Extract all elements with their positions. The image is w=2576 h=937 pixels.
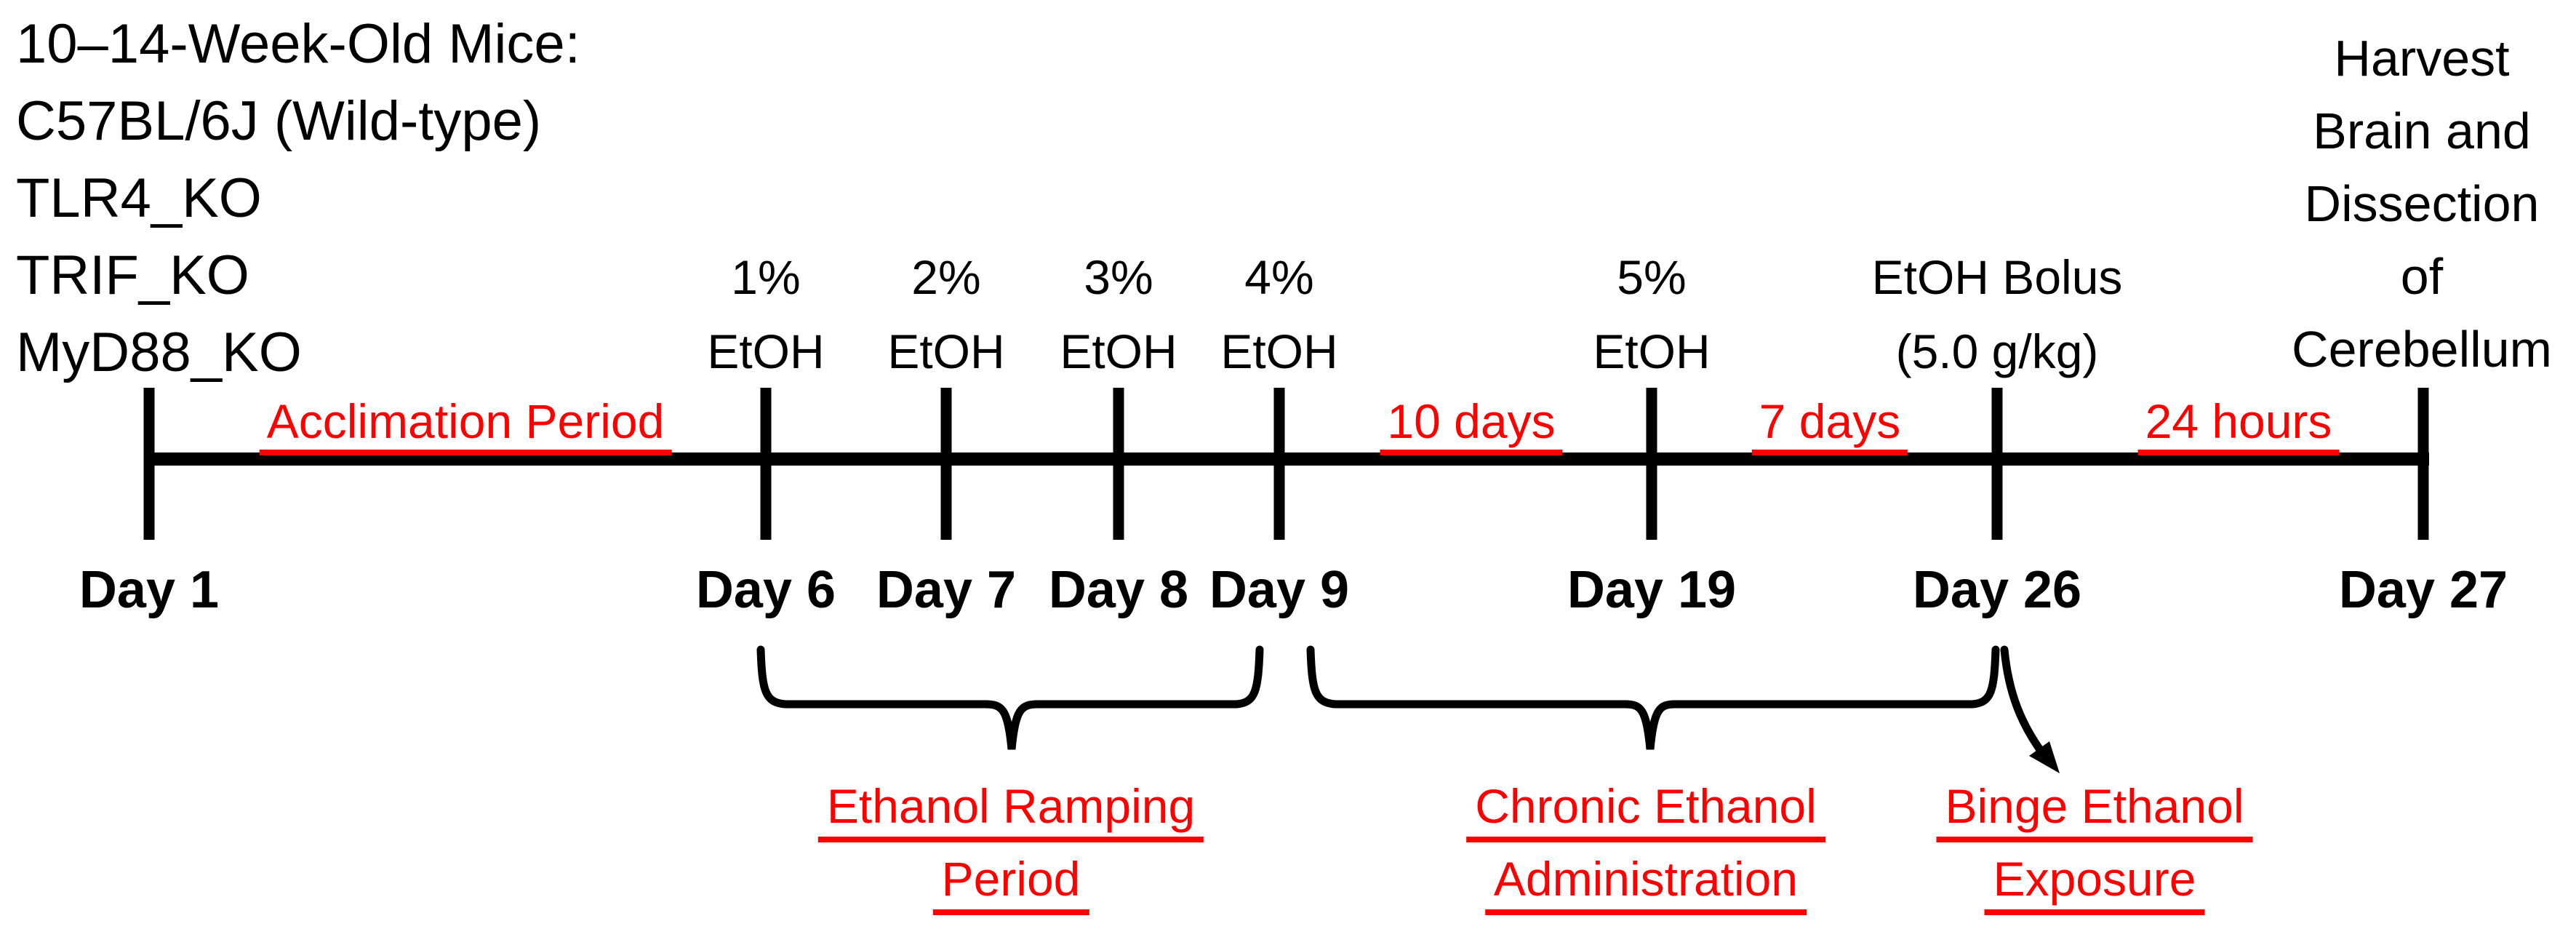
dose-label-3pct: 3% EtOH	[1060, 240, 1177, 388]
dose-label-5pct: 5% EtOH	[1593, 240, 1710, 388]
dose-4pct-line2: EtOH	[1220, 324, 1338, 378]
day-label-7: Day 7	[876, 561, 1017, 619]
day-label-8: Day 8	[1048, 561, 1189, 619]
subjects-line-tlr4ko: TLR4_KO	[16, 167, 262, 229]
dose-label-2pct: 2% EtOH	[887, 240, 1004, 388]
duration-24-hours: 24 hours	[2137, 396, 2340, 455]
phase-binge-line1: Binge Ethanol	[1936, 780, 2253, 842]
phase-chronic-line1: Chronic Ethanol	[1466, 780, 1825, 842]
tick-day-19	[1646, 388, 1657, 540]
dose-5pct-line1: 5%	[1617, 250, 1687, 304]
duration-24-hours-text: 24 hours	[2137, 396, 2340, 455]
ramping-brace	[756, 645, 1264, 750]
dose-4pct-line1: 4%	[1244, 250, 1314, 304]
timeline-axis	[144, 452, 2429, 466]
endpoint-line-1: Harvest	[2334, 30, 2510, 87]
phase-binge-line2: Exposure	[1984, 853, 2205, 915]
dose-label-1pct: 1% EtOH	[707, 240, 824, 388]
tick-day-1	[143, 388, 155, 540]
endpoint-line-3: Dissection	[2304, 175, 2540, 232]
dose-3pct-line1: 3%	[1084, 250, 1153, 304]
duration-acclimation-text: Acclimation Period	[259, 396, 672, 455]
dose-label-4pct: 4% EtOH	[1220, 240, 1337, 388]
dose-3pct-line2: EtOH	[1060, 324, 1177, 378]
dose-1pct-line2: EtOH	[707, 324, 825, 378]
dose-bolus-line1: EtOH Bolus	[1871, 250, 2123, 304]
harvest-endpoint-label: Harvest Brain and Dissection of Cerebell…	[2292, 22, 2552, 386]
phase-chronic-line2: Administration	[1484, 853, 1807, 915]
subjects-info: 10–14-Week-Old Mice: C57BL/6J (Wild-type…	[16, 6, 580, 391]
subjects-line-wildtype: C57BL/6J (Wild-type)	[16, 90, 542, 152]
dose-2pct-line1: 2%	[911, 250, 981, 304]
tick-day-6	[760, 388, 772, 540]
day-label-26: Day 26	[1912, 561, 2082, 619]
subjects-line-myd88ko: MyD88_KO	[16, 322, 302, 383]
day-label-19: Day 19	[1567, 561, 1737, 619]
dose-2pct-line2: EtOH	[887, 324, 1005, 378]
dose-5pct-line2: EtOH	[1593, 324, 1711, 378]
day-label-6: Day 6	[695, 561, 836, 619]
tick-day-9	[1273, 388, 1285, 540]
dose-1pct-line1: 1%	[731, 250, 801, 304]
binge-arrow	[2000, 645, 2045, 755]
tick-day-8	[1113, 388, 1124, 540]
phase-ramping-label: Ethanol Ramping Period	[817, 780, 1204, 925]
endpoint-line-5: Cerebellum	[2292, 321, 2552, 378]
subjects-line-age: 10–14-Week-Old Mice:	[16, 13, 580, 75]
duration-7-days: 7 days	[1751, 396, 1908, 455]
subjects-line-trifko: TRIF_KO	[16, 244, 249, 306]
day-label-1: Day 1	[79, 561, 220, 619]
phase-binge-label: Binge Ethanol Exposure	[1936, 780, 2253, 925]
endpoint-line-4: of	[2400, 248, 2444, 305]
phase-chronic-label: Chronic Ethanol Administration	[1466, 780, 1825, 925]
day-label-9: Day 9	[1209, 561, 1350, 619]
chronic-brace	[1306, 645, 2000, 750]
phase-ramping-line2: Period	[932, 853, 1089, 915]
duration-10-days: 10 days	[1380, 396, 1563, 455]
dose-bolus-line2: (5.0 g/kg)	[1895, 324, 2099, 378]
tick-day-7	[940, 388, 952, 540]
endpoint-line-2: Brain and	[2313, 103, 2531, 159]
tick-day-27	[2417, 388, 2429, 540]
duration-7-days-text: 7 days	[1751, 396, 1908, 455]
duration-10-days-text: 10 days	[1380, 396, 1563, 455]
day-label-27: Day 27	[2338, 561, 2508, 619]
binge-arrow-head	[2029, 741, 2060, 773]
tick-day-26	[1991, 388, 2003, 540]
duration-acclimation: Acclimation Period	[259, 396, 672, 455]
dose-label-bolus: EtOH Bolus (5.0 g/kg)	[1872, 240, 2123, 388]
phase-ramping-line1: Ethanol Ramping	[817, 780, 1204, 842]
